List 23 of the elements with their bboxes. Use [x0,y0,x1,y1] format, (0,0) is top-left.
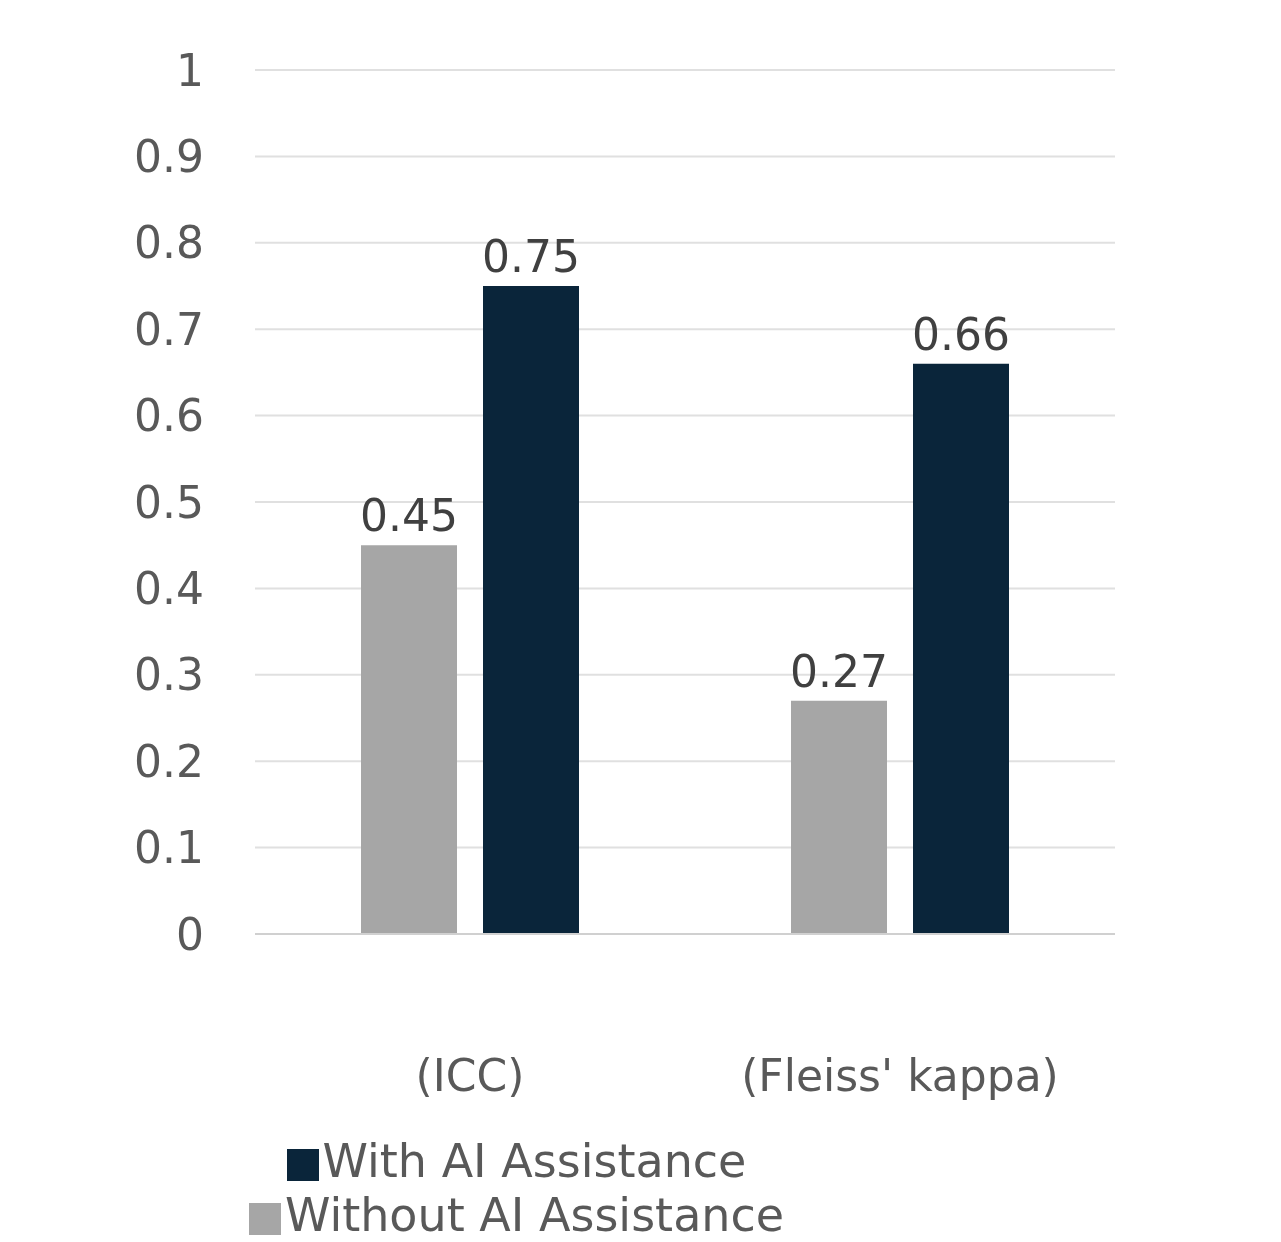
bar [483,286,579,934]
y-tick-label: 0.1 [134,822,204,874]
y-tick-label: 0.4 [134,563,204,615]
data-label: 0.75 [482,231,580,282]
legend-label: With AI Assistance [322,1134,747,1188]
bar [361,545,457,934]
data-label: 0.45 [360,490,458,542]
legend-label: Without AI Assistance [284,1188,785,1242]
y-tick-label: 0.9 [134,131,204,183]
y-tick-label: 0.6 [134,390,204,442]
y-tick-label: 0.2 [134,735,204,787]
bar [791,700,887,934]
y-tick-label: 0 [176,908,204,960]
x-tick-label: (ICC) [415,1050,525,1102]
x-tick-label: (Fleiss' kappa) [741,1050,1059,1102]
y-tick-label: 0.5 [134,476,204,528]
data-label: 0.27 [790,645,888,697]
y-tick-label: 0.3 [134,649,204,701]
y-tick-label: 0.8 [134,217,204,269]
y-tick-label: 0.7 [134,303,204,355]
data-label: 0.66 [912,308,1010,360]
bar [913,363,1009,934]
y-tick-label: 1 [176,44,204,96]
